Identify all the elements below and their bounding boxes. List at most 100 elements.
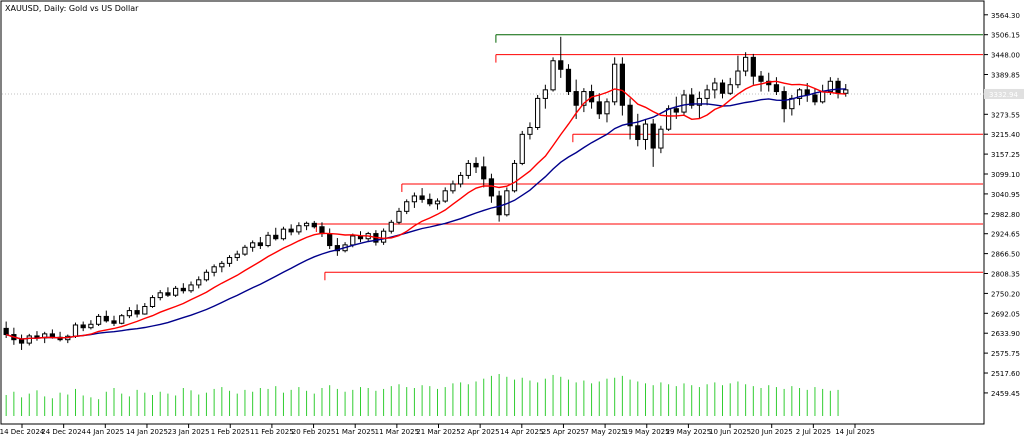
candle-body [257, 242, 263, 247]
candle-body [689, 94, 695, 106]
y-tick-label: 3099.10 [991, 171, 1020, 179]
candle-body [719, 82, 726, 94]
candle-body [404, 201, 410, 212]
candle-body [696, 97, 703, 106]
candle-body [303, 222, 310, 227]
candle-body [427, 198, 433, 205]
y-tick-label: 2982.80 [991, 211, 1020, 219]
candle-body [173, 287, 179, 296]
candle-body [642, 123, 649, 140]
candle-body [273, 234, 279, 240]
candle-body [488, 178, 495, 197]
candle-body [242, 246, 248, 255]
candle-body [773, 84, 780, 93]
y-tick-label: 3040.95 [991, 191, 1020, 199]
y-tick-label: 2692.05 [991, 310, 1020, 318]
candle-body [750, 56, 756, 77]
y-tick-label: 3506.15 [991, 32, 1020, 40]
y-tick-label: 3273.55 [991, 111, 1020, 119]
candle-body [743, 56, 749, 72]
y-tick-label: 2517.60 [991, 370, 1020, 378]
candle-body [835, 80, 841, 94]
x-tick-label: 2 Apr 2025 [461, 428, 500, 436]
x-tick-label: 11 Feb 2025 [250, 428, 294, 436]
candle-body [72, 324, 79, 337]
y-tick-label: 2808.35 [991, 271, 1020, 279]
candle-body [119, 315, 125, 324]
candle-body [380, 230, 387, 243]
x-tick-label: 14 Dec 2024 [0, 428, 45, 436]
candle-body [219, 262, 225, 268]
candle-body [234, 253, 240, 259]
candle-body [812, 94, 818, 103]
candle-body [573, 91, 579, 106]
candle-body [681, 94, 687, 113]
candle-body [180, 287, 186, 292]
candle-body [581, 91, 587, 106]
candle-body [350, 235, 356, 246]
candle-body [319, 226, 325, 235]
candle-body [203, 271, 210, 281]
candle-body [612, 63, 618, 103]
candle-body [673, 108, 679, 113]
x-tick-label: 14 Jan 2025 [126, 428, 168, 436]
y-tick-label: 3215.40 [991, 131, 1020, 139]
candle-body [827, 80, 833, 93]
candle-body [658, 128, 664, 149]
candle-body [511, 162, 518, 192]
plot-frame [0, 0, 985, 425]
moving-averages [5, 80, 846, 340]
candle-body [604, 101, 610, 115]
y-tick-label: 3389.85 [991, 71, 1020, 79]
candle-body [396, 210, 402, 223]
candle-body [820, 91, 826, 103]
x-tick-label: 14 Jul 2025 [835, 428, 875, 436]
candle-body [527, 126, 533, 135]
candle-body [758, 75, 764, 82]
y-tick-label: 2459.45 [991, 390, 1020, 398]
candle-body [411, 195, 418, 203]
x-tick-label: 20 Feb 2025 [292, 428, 336, 436]
candle-body [442, 190, 448, 202]
x-tick-label: 19 May 2025 [624, 428, 670, 436]
x-tick-label: 4 Jan 2025 [87, 428, 125, 436]
x-tick-label: 21 Mar 2025 [416, 428, 460, 436]
candle-body [388, 221, 394, 232]
candle-body [149, 297, 156, 307]
candle-body [103, 315, 109, 322]
x-tick-label: 10 Jun 2025 [709, 428, 751, 436]
y-tick-label: 3157.25 [991, 151, 1020, 159]
candle-body [157, 292, 163, 299]
x-tick-label: 25 Apr 2025 [542, 428, 585, 436]
candle-body [211, 266, 217, 273]
candle-body [481, 166, 487, 180]
candle-body [327, 233, 333, 247]
current-price-label: 3332.94 [989, 91, 1018, 99]
candle-body [188, 284, 194, 292]
candle-body [619, 63, 625, 106]
candle-body [450, 183, 456, 192]
candle-body [3, 327, 9, 336]
candle-body [535, 97, 541, 128]
x-tick-label: 1 Feb 2025 [211, 428, 250, 436]
candle-body [334, 245, 340, 252]
y-tick-label: 2866.50 [991, 251, 1020, 259]
candle-body [288, 228, 294, 233]
candle-body [727, 84, 733, 94]
x-tick-label: 11 Mar 2025 [375, 428, 419, 436]
y-tick-label: 3448.00 [991, 52, 1020, 60]
x-tick-label: 7 May 2025 [584, 428, 625, 436]
candle-body [565, 68, 572, 93]
candle-body [18, 339, 25, 344]
y-tick-label: 2750.20 [991, 290, 1020, 298]
candle-body [796, 89, 803, 99]
candle-body [434, 200, 441, 205]
candle-body [635, 125, 641, 140]
candle-body [542, 89, 548, 99]
candle-body [843, 89, 849, 94]
candle-body [80, 324, 86, 329]
candle-body [280, 228, 287, 240]
y-tick-label: 2633.90 [991, 330, 1020, 338]
